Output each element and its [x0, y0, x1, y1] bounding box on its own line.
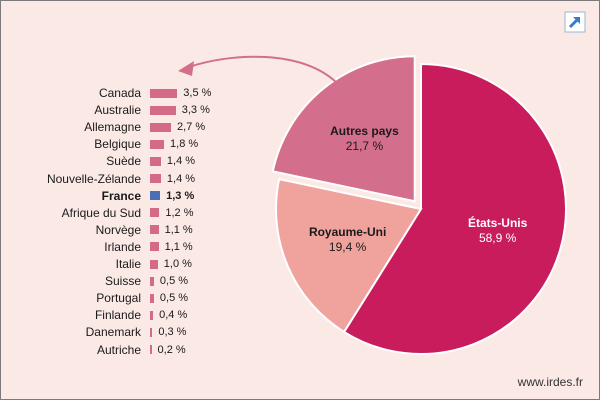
bar-category-label: Suisse: [104, 274, 141, 289]
bar-value-label: 1,4 %: [166, 172, 196, 185]
bar: [150, 345, 152, 354]
pie-slice-value: 21,7 %: [345, 139, 384, 154]
pie-slice: [271, 55, 416, 203]
bar-value-label: 3,5 %: [183, 87, 212, 99]
bar: [150, 276, 154, 286]
bar: [150, 191, 161, 201]
bar-category-label: Suède: [106, 154, 141, 169]
bar-category-label: Canada: [98, 86, 141, 100]
bar: [150, 174, 161, 183]
bar-value-label: 1,1 %: [164, 240, 193, 253]
bar: [150, 242, 159, 252]
bar-value-label: 2,7 %: [177, 121, 206, 134]
bar: [150, 139, 165, 149]
pie-slice-name: États-Unis: [467, 216, 528, 230]
bar-category-label: Belgique: [94, 137, 141, 152]
bar: [150, 327, 153, 337]
bar: [150, 310, 154, 320]
bar-value-label: 3,3 %: [181, 104, 210, 117]
bar-value-label: 1,0 %: [163, 258, 192, 270]
bar-category-label: Afrique du Sud: [61, 205, 141, 220]
bar-category-label: Danemark: [85, 325, 141, 340]
pie-slice-label: Autres pays 21,7 %: [309, 124, 419, 154]
bar: [150, 225, 159, 235]
arrow-head: [178, 61, 194, 76]
pie-slice-value: 19,4 %: [328, 240, 367, 255]
pie-slice-value: 58,9 %: [478, 231, 517, 245]
bar-category-label: Allemagne: [84, 120, 141, 135]
external-link-icon[interactable]: [564, 11, 586, 33]
pie-slice: [275, 177, 423, 334]
bar-value-label: 0,3 %: [158, 326, 187, 339]
pie-slice-label: États-Unis 58,9 %: [443, 216, 553, 246]
bar-value-label: 1,3 %: [166, 189, 195, 202]
bar-category-label: Irlande: [104, 239, 141, 254]
bar: [150, 156, 161, 166]
source-footer: www.irdes.fr: [517, 375, 583, 389]
link-arrow: [188, 55, 338, 84]
bar-category-label: Norvège: [95, 222, 141, 237]
bar-category-label: France: [101, 188, 141, 203]
bar: [150, 88, 178, 98]
bar: [150, 293, 154, 303]
bar-value-label: 1,1 %: [164, 223, 193, 236]
pie-slice-label: Royaume-Uni 19,4 %: [293, 225, 403, 255]
bar-category-label: Nouvelle-Zélande: [46, 171, 141, 186]
bar-value-label: 1,4 %: [166, 155, 196, 168]
bar-category-label: Finlande: [94, 308, 141, 323]
pie-slice-name: Autres pays: [330, 124, 399, 139]
pie-slice: [342, 62, 567, 355]
bar-category-label: Australie: [94, 103, 141, 118]
bar-value-label: 0,2 %: [157, 343, 186, 356]
bar: [150, 259, 158, 269]
bar-value-label: 0,5 %: [159, 292, 189, 305]
bar-value-label: 0,4 %: [159, 309, 188, 322]
bar-value-label: 1,8 %: [170, 138, 199, 151]
bar-category-label: Italie: [115, 257, 141, 271]
bar: [150, 208, 160, 218]
bar: [150, 105, 176, 115]
bar-category-label: Portugal: [96, 291, 141, 306]
bar: [150, 122, 172, 132]
bar-category-label: Autriche: [96, 342, 141, 357]
pie-slice-name: Royaume-Uni: [308, 225, 387, 240]
bar-value-label: 0,5 %: [159, 275, 189, 288]
bar-value-label: 1,2 %: [165, 206, 194, 219]
